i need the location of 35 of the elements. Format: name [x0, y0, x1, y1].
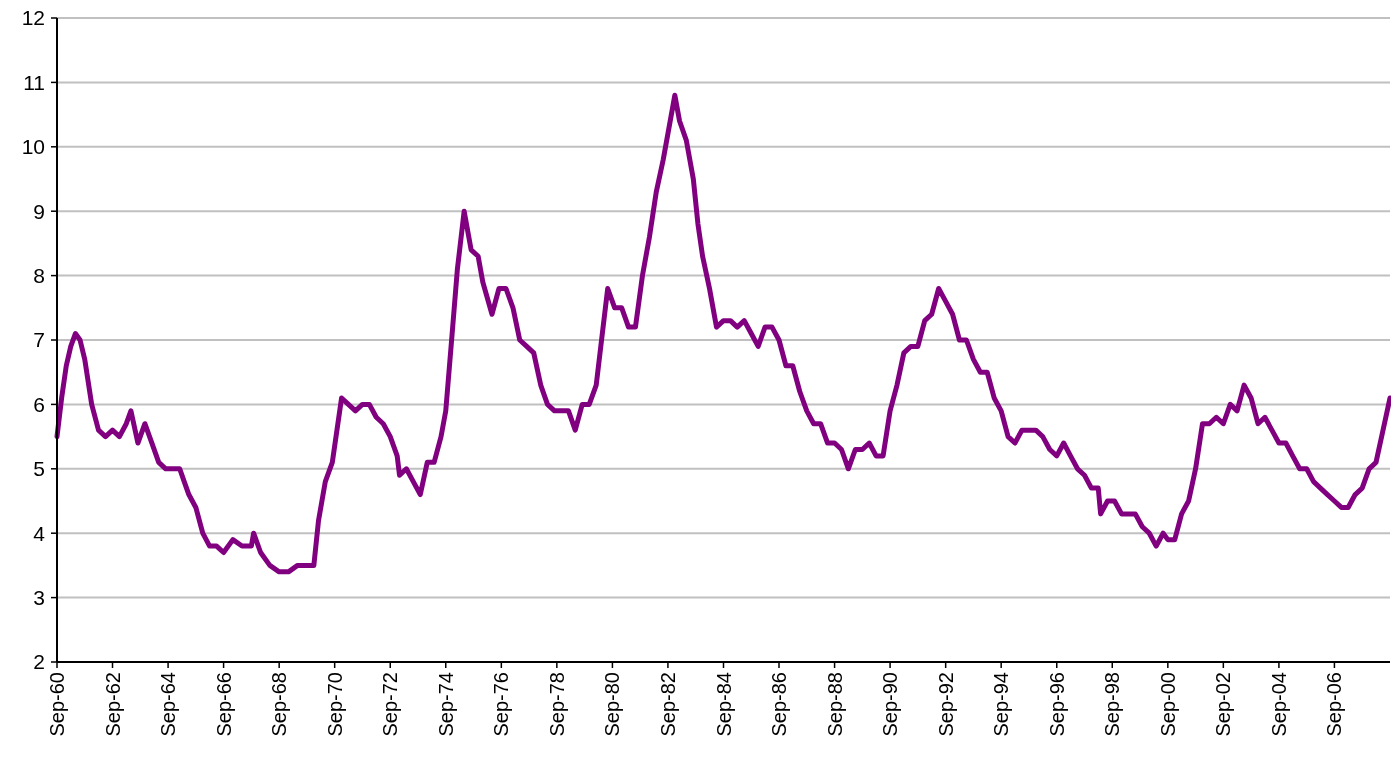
y-tick-label: 4 [33, 521, 46, 545]
y-tick-label: 11 [23, 70, 45, 94]
x-tick-label: Sep-62 [101, 672, 124, 737]
x-tick-label: Sep-02 [1212, 672, 1235, 737]
x-tick-label: Sep-90 [879, 672, 902, 737]
y-tick-label: 5 [33, 457, 45, 481]
y-tick-label: 9 [33, 199, 45, 223]
x-tick-label: Sep-64 [157, 672, 180, 737]
x-tick-label: Sep-00 [1156, 672, 1179, 737]
x-tick-label: Sep-94 [990, 672, 1013, 737]
y-tick-label: 7 [33, 328, 45, 352]
x-tick-label: Sep-76 [490, 672, 513, 737]
x-tick-label: Sep-72 [379, 672, 402, 737]
y-tick-label: 3 [33, 585, 45, 609]
y-tick-label: 8 [33, 263, 45, 287]
x-tick-label: Sep-88 [823, 672, 846, 737]
x-tick-label: Sep-68 [268, 672, 291, 737]
x-tick-label: Sep-66 [212, 672, 235, 737]
x-tick-label: Sep-70 [323, 672, 346, 737]
y-tick-label: 6 [33, 392, 45, 416]
y-tick-label: 12 [21, 6, 45, 30]
x-tick-label: Sep-92 [934, 672, 957, 737]
x-tick-label: Sep-74 [434, 672, 457, 737]
x-tick-label: Sep-96 [1045, 672, 1068, 737]
x-tick-label: Sep-80 [601, 672, 624, 737]
x-tick-label: Sep-60 [46, 672, 68, 737]
x-tick-label: Sep-06 [1323, 672, 1346, 737]
x-tick-label: Sep-82 [656, 672, 679, 737]
y-tick-label: 10 [21, 135, 45, 159]
x-tick-label: Sep-78 [545, 672, 568, 737]
x-tick-label: Sep-98 [1101, 672, 1124, 737]
x-tick-label: Sep-84 [712, 672, 735, 737]
x-tick-label: Sep-86 [768, 672, 790, 737]
y-tick-label: 2 [33, 650, 45, 674]
x-tick-label: Sep-04 [1267, 672, 1290, 737]
